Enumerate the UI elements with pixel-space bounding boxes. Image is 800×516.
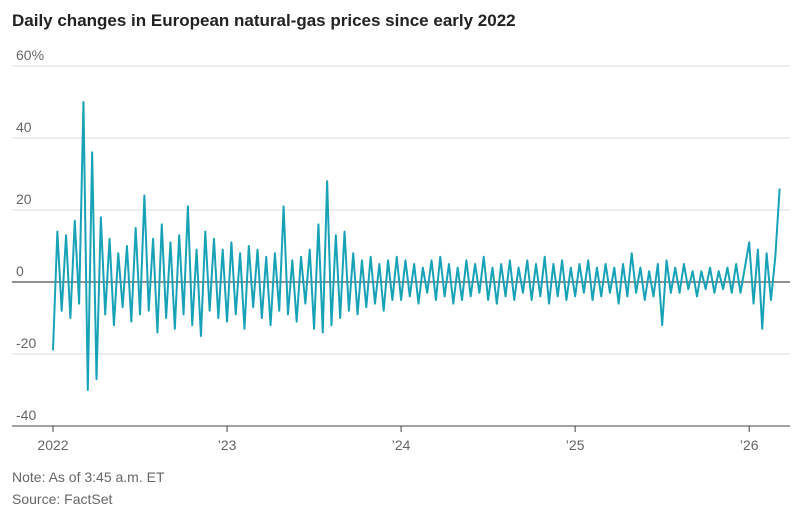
- x-tick-label: ’26: [740, 437, 759, 453]
- y-tick-label: 40: [16, 119, 32, 135]
- y-tick-label: 20: [16, 191, 32, 207]
- x-tick-label: ’25: [566, 437, 585, 453]
- series-line: [52, 101, 781, 391]
- y-tick-label: -20: [16, 335, 36, 351]
- y-tick-label: -40: [16, 407, 36, 423]
- chart-title: Daily changes in European natural-gas pr…: [12, 11, 516, 30]
- note: Note: As of 3:45 a.m. ET: [12, 469, 165, 485]
- source: Source: FactSet: [12, 491, 112, 507]
- x-tick-label: ’24: [392, 437, 411, 453]
- y-tick-label: 60%: [16, 47, 44, 63]
- x-tick-label: 2022: [37, 437, 68, 453]
- y-tick-label: 0: [16, 263, 24, 279]
- x-tick-label: ’23: [218, 437, 237, 453]
